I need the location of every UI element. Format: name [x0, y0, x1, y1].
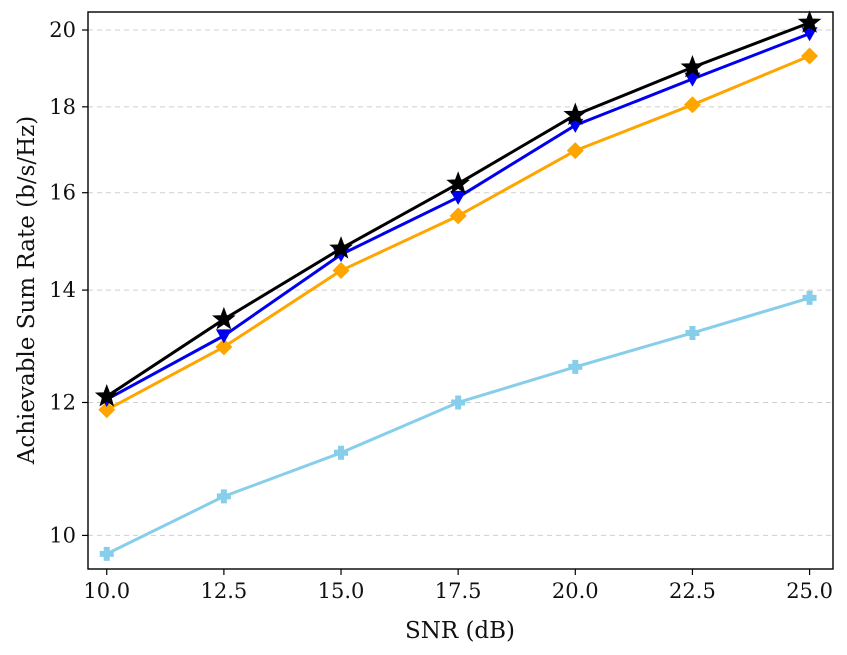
data-point-star-marker — [446, 171, 470, 194]
data-point-plus-marker — [685, 325, 700, 340]
x-tick-label: 10.0 — [83, 579, 130, 603]
y-tick-label: 10 — [49, 523, 76, 547]
x-axis-label: SNR (dB) — [405, 618, 515, 644]
series-series-1 — [94, 10, 822, 407]
series-series-4 — [99, 290, 817, 561]
series-layer — [94, 10, 822, 561]
data-point-plus-marker — [451, 395, 466, 410]
tick-layer: 10 12 14 16 18 20 10.0 12.5 15.0 17.5 20.0 22.5 25.0 — [49, 18, 833, 603]
data-point-star-marker — [212, 306, 236, 330]
x-tick-label: 20.0 — [552, 579, 599, 603]
data-point-diamond-marker — [215, 338, 233, 356]
series-line — [106, 296, 810, 556]
data-point-star-marker — [329, 236, 353, 259]
data-point-diamond-marker — [801, 47, 819, 65]
data-point-star-marker — [680, 54, 705, 78]
data-point-triangle-marker — [801, 27, 818, 42]
data-point-plus-marker — [216, 489, 231, 504]
series-line — [106, 54, 811, 412]
data-point-star-marker — [563, 102, 588, 126]
y-tick-label: 16 — [49, 181, 76, 205]
grid-layer — [88, 29, 833, 536]
data-point-diamond-marker — [449, 207, 467, 225]
data-point-diamond-marker — [566, 142, 584, 160]
data-point-plus-marker — [802, 290, 817, 305]
data-point-star-marker — [797, 10, 822, 33]
data-point-plus-marker — [568, 359, 583, 374]
x-tick-label: 15.0 — [318, 579, 365, 603]
data-point-diamond-marker — [683, 96, 701, 114]
series-series-3 — [98, 47, 819, 419]
data-point-triangle-marker — [684, 72, 701, 87]
data-point-triangle-marker — [215, 329, 232, 344]
x-tick-label: 12.5 — [200, 579, 247, 603]
y-tick-label: 14 — [49, 278, 76, 302]
x-tick-label: 17.5 — [435, 579, 482, 603]
data-point-triangle-marker — [450, 190, 467, 205]
y-axis-label: Achievable Sum Rate (b/s/Hz) — [14, 116, 40, 466]
data-point-plus-marker — [99, 546, 114, 561]
data-point-star-marker — [94, 383, 119, 407]
data-point-diamond-marker — [98, 401, 116, 419]
data-point-diamond-marker — [332, 262, 350, 280]
y-tick-label: 20 — [49, 18, 76, 42]
y-tick-label: 12 — [49, 390, 76, 414]
data-point-plus-marker — [334, 445, 349, 460]
y-tick-label: 18 — [49, 95, 76, 119]
x-tick-label: 22.5 — [669, 579, 716, 603]
x-tick-label: 25.0 — [786, 579, 833, 603]
